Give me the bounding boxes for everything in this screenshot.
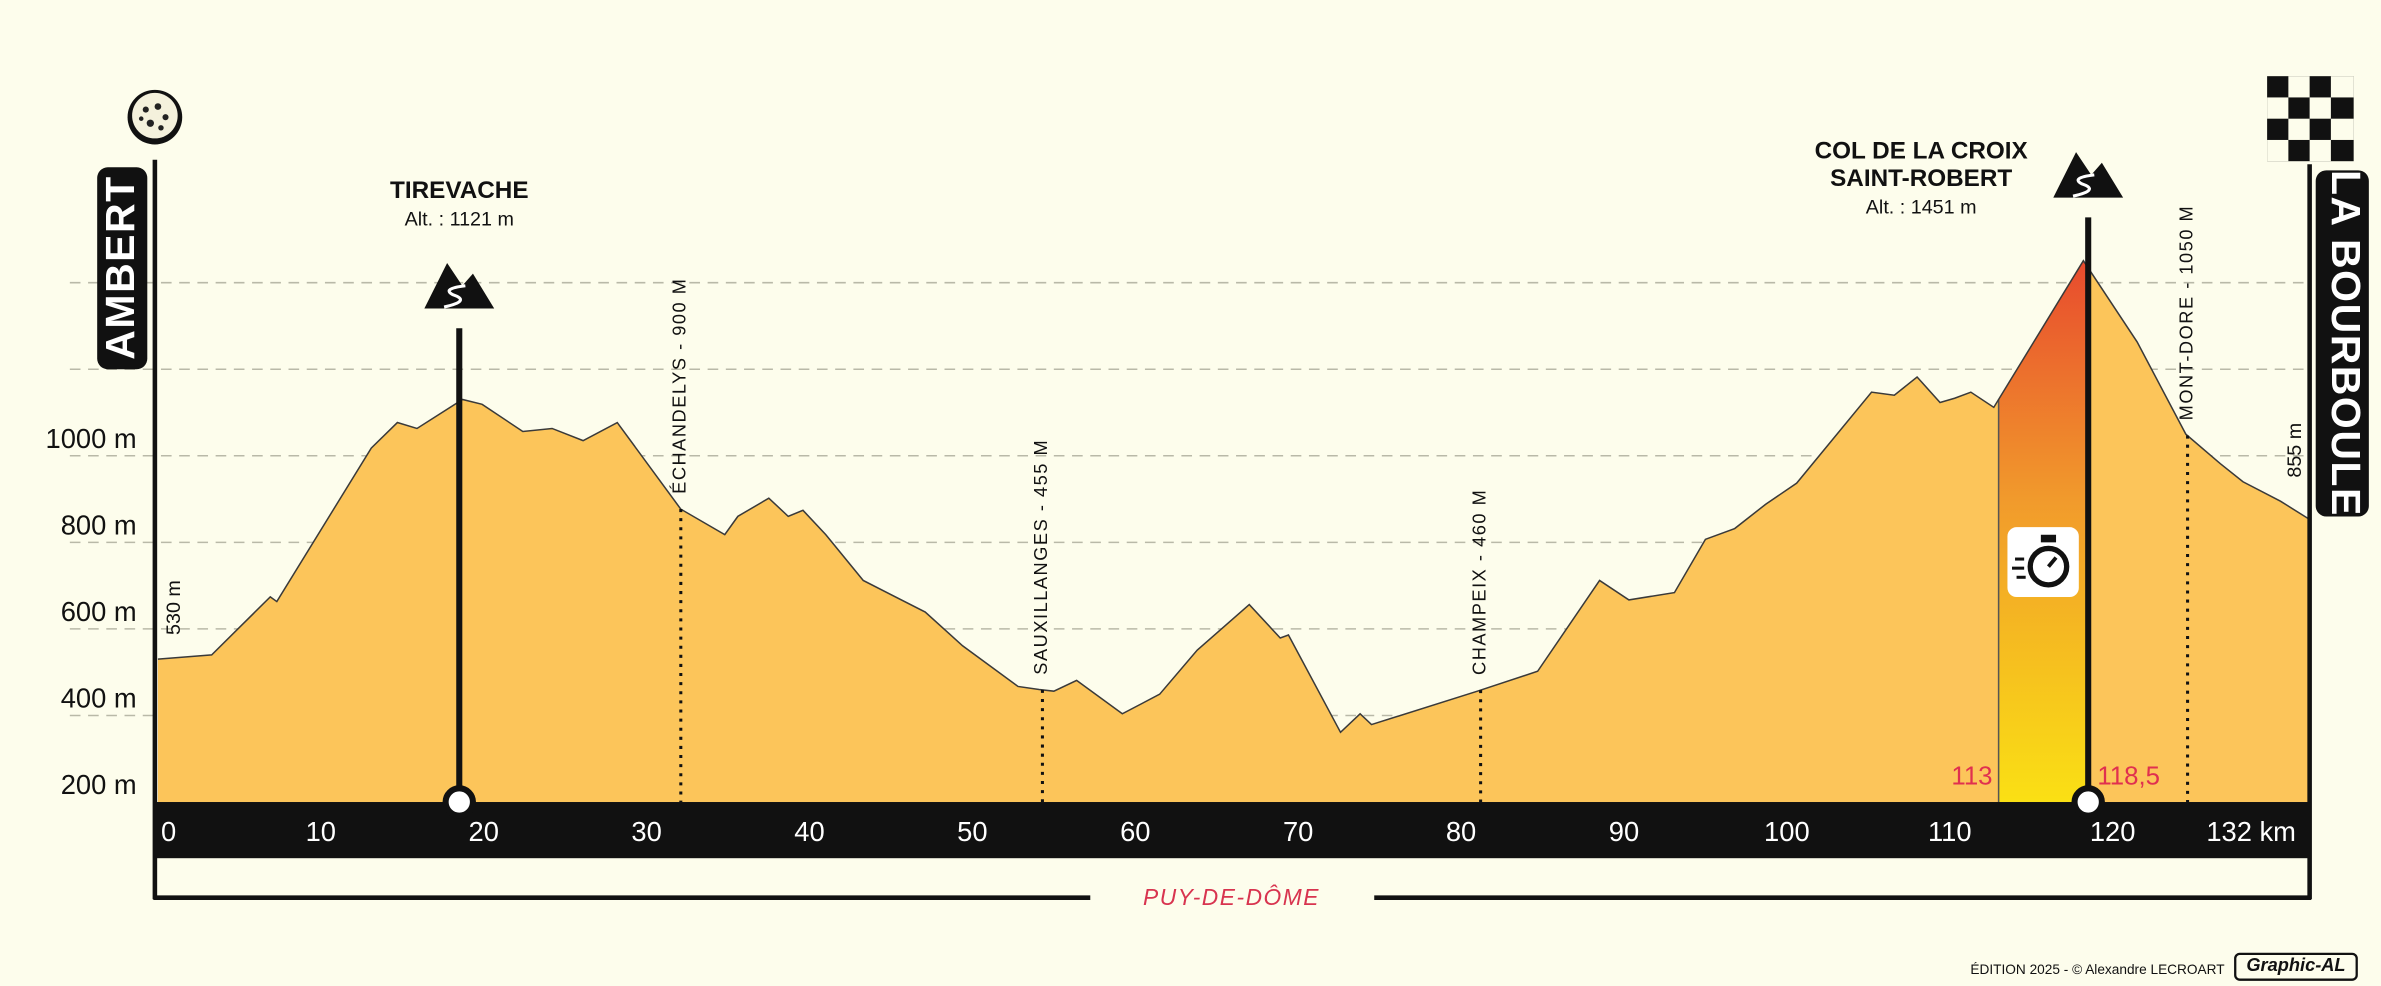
town-label: CHAMPEIX - 460 M <box>1469 489 1489 675</box>
x-tick-label: 0 <box>161 816 176 847</box>
brand: Graphic-AL <box>2246 955 2345 975</box>
climb-alt: Alt. : 1451 m <box>1866 197 1977 219</box>
timed-icon <box>2007 527 2079 598</box>
axis-band <box>154 802 2312 859</box>
profile-area <box>157 260 2309 803</box>
town-label: ÉCHANDELYS - 900 M <box>670 278 690 494</box>
town-label: SAUXILLANGES - 455 M <box>1031 439 1051 675</box>
town-label: MONT-DORE - 1050 M <box>2176 205 2196 421</box>
x-tick-label: 80 <box>1446 816 1476 847</box>
y-tick-label: 200 m <box>61 769 137 800</box>
climb-base <box>442 785 476 819</box>
x-tick-label: 110 <box>1928 816 1972 847</box>
brand-box <box>2234 952 2358 981</box>
end-alt-label: 855 m <box>2284 423 2306 478</box>
start-name: AMBERT <box>97 175 143 359</box>
x-tick-label: 40 <box>794 816 824 847</box>
start-icon-inner <box>132 92 178 139</box>
x-tick-label: 50 <box>957 816 987 847</box>
x-tick-label: 10 <box>306 816 336 847</box>
climb-name: COL DE LA CROIX <box>1815 138 2028 165</box>
climb-icon-road <box>2072 173 2095 198</box>
start-alt-label: 530 m <box>163 580 185 635</box>
x-tick-label: 90 <box>1609 816 1639 847</box>
y-tick-label: 400 m <box>61 682 137 713</box>
x-tick-label: 132 km <box>2206 816 2296 847</box>
x-tick-label: 120 <box>2090 816 2136 847</box>
x-tick-label: 30 <box>631 816 661 847</box>
x-tick-label: 70 <box>1283 816 1313 847</box>
x-tick-label: 20 <box>469 816 499 847</box>
y-tick-label: 600 m <box>61 596 137 627</box>
start-badge <box>97 167 148 370</box>
start-icon-dots <box>138 103 169 131</box>
credit: ÉDITION 2025 - © Alexandre LECROART <box>1970 962 2225 977</box>
x-tick-label: 100 <box>1764 816 1810 847</box>
climb-icon-road <box>443 284 466 309</box>
region-label: PUY-DE-DÔME <box>1143 884 1320 910</box>
climb-alt: Alt. : 1121 m <box>405 209 514 231</box>
climb-name: TIREVACHE <box>390 177 529 204</box>
timed-start-label: 113 <box>1951 763 1992 791</box>
x-tick-label: 60 <box>1120 816 1150 847</box>
finish-flag <box>2267 76 2354 162</box>
finish-name: LA BOURBOULE <box>2323 170 2369 517</box>
climb-name: SAINT-ROBERT <box>1830 165 2012 192</box>
profile-line <box>157 259 2309 734</box>
y-tick-label: 1000 m <box>46 423 137 454</box>
finish-badge <box>2315 170 2369 517</box>
timed-end-label: 118,5 <box>2097 763 2160 791</box>
y-tick-label: 800 m <box>61 509 137 540</box>
climb-base <box>2071 785 2105 819</box>
